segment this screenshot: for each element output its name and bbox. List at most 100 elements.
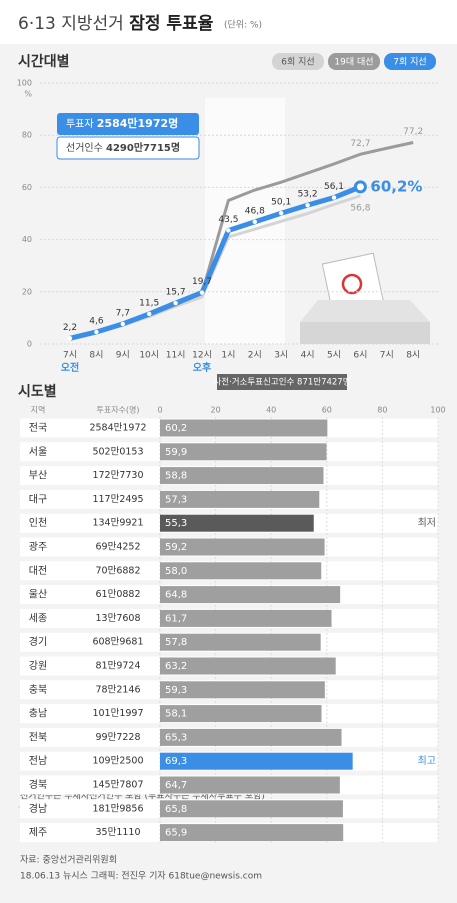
box-body: [300, 322, 430, 344]
value-label: 64,7: [165, 780, 187, 791]
point: [94, 329, 99, 335]
column-header: 지역: [31, 405, 46, 415]
voters-label: 투표자: [66, 118, 94, 130]
region-label: 대구: [29, 493, 47, 505]
series-line: [69, 184, 362, 341]
point: [226, 228, 231, 233]
value-label: 11,5: [139, 298, 159, 308]
region-label: 충북: [29, 684, 47, 696]
region-label: 경남: [29, 802, 47, 815]
x-tick-label: 11시: [166, 350, 186, 361]
electors-label: 선거인수: [66, 142, 103, 154]
early-box: [217, 374, 347, 390]
footnote: 선거인수는 부재자선거인수 포함 (투표자수는 부재자투표수 포함): [20, 791, 265, 802]
value-label: 61,7: [165, 613, 187, 624]
legend-label: 19대 대선: [334, 57, 373, 68]
x-sublabel: 오전: [61, 361, 79, 374]
bar: [160, 419, 328, 437]
x-tick-label: 8시: [89, 350, 103, 361]
voter-count: 99만7228: [95, 732, 140, 743]
x-tick-label: 10시: [139, 350, 159, 361]
value-label: 4,6: [89, 316, 104, 326]
electors-value: 4290만7715명: [106, 141, 180, 154]
x-tick-label: 7시: [380, 350, 394, 361]
section-title: 시도별: [18, 383, 57, 400]
bar: [160, 538, 325, 556]
value-label: 15,7: [166, 288, 186, 298]
voter-count: 101만1997: [92, 708, 143, 719]
x-tick-label: 4시: [301, 350, 315, 361]
y-unit: %: [24, 90, 32, 99]
x-tick-label: 100: [430, 406, 445, 415]
x-tick-label: 1시: [221, 350, 235, 361]
region-label: 울산: [29, 589, 47, 601]
row-note: 최저: [418, 517, 436, 529]
voter-count: 134만9921: [92, 518, 143, 529]
title-main: 6·13 지방선거: [18, 14, 124, 34]
value-label: 7,7: [116, 308, 130, 318]
value-label: 19,7: [192, 277, 212, 287]
x-tick-label: 40: [266, 406, 276, 415]
bar: [160, 800, 343, 818]
header-bg: [0, 0, 457, 44]
point: [279, 211, 284, 216]
electors-annotation: 선거인수 4290만7715명: [66, 141, 180, 154]
region-label: 대전: [29, 565, 47, 577]
region-label: 충남: [29, 708, 47, 720]
region-label: 인천: [29, 517, 47, 529]
legend-chip: [384, 53, 436, 70]
value-label: 65,9: [165, 828, 187, 839]
bar: [160, 514, 314, 532]
x-tick-label: 20: [211, 406, 221, 415]
x-tick-label: 0: [157, 406, 162, 415]
ballot-box: [300, 252, 430, 344]
value-label: 60,2: [165, 423, 187, 434]
bar: [160, 728, 342, 746]
region-label: 광주: [29, 541, 47, 553]
bar: [160, 681, 325, 699]
box-top: [300, 300, 430, 322]
bar: [160, 467, 324, 485]
region-label: 경기: [29, 635, 47, 648]
y-tick-label: 0: [27, 340, 32, 349]
point: [199, 290, 205, 295]
x-tick-label: 7시: [63, 350, 77, 361]
x-tick-label: 5시: [327, 350, 341, 361]
source: 자료: 중앙선거관리위원회: [20, 854, 117, 866]
title: 6·13 지방선거 잠정 투표율: [18, 14, 214, 34]
y-tick-label: 80: [22, 131, 32, 140]
x-tick-label: 6시: [353, 350, 367, 361]
value-label: 58,0: [165, 566, 187, 577]
bar: [160, 609, 332, 627]
early-annotation: 사전·거소투표신고인수 871만7427명: [213, 377, 350, 388]
voter-count: 502만0153: [92, 446, 143, 457]
voter-count: 117만2495: [92, 494, 143, 505]
credit: 18.06.13 뉴시스 그래픽: 전진우 기자 618tue@newsis.c…: [20, 871, 262, 882]
value-label: 58,1: [165, 709, 187, 720]
y-tick-label: 100: [17, 79, 32, 88]
voter-count: 78만2146: [95, 684, 140, 695]
electors-box: [56, 136, 200, 160]
section-title: 시간대별: [18, 53, 70, 70]
title-bold: 잠정 투표율: [129, 14, 213, 34]
value-label: 59,9: [165, 447, 187, 458]
x-tick-label: 8시: [406, 350, 420, 361]
value-label: 65,8: [165, 804, 187, 815]
voters-box: [57, 113, 199, 135]
region-label: 전국: [29, 422, 47, 434]
bar: [160, 705, 322, 723]
ballot-stamp: [341, 273, 363, 295]
bar: [160, 776, 340, 794]
region-label: 경북: [29, 778, 47, 791]
value-label-main: 60,2%: [370, 177, 422, 195]
value-label: 55,3: [165, 518, 187, 529]
bar: [160, 562, 322, 580]
bar: [160, 824, 344, 842]
unit: (단위: %): [224, 20, 262, 31]
x-tick-label: 60: [322, 406, 332, 415]
region-label: 서울: [29, 446, 47, 458]
point: [120, 321, 126, 327]
region-label: 전남: [29, 755, 47, 767]
legend-label: 7회 지선: [393, 57, 426, 68]
voter-count: 81만9724: [95, 661, 140, 672]
